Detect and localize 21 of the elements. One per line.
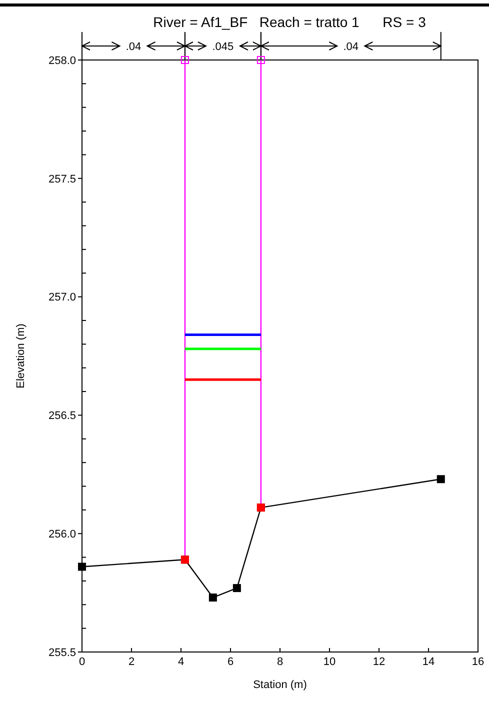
x-tick-label: 10 [323,656,336,668]
x-tick-label: 6 [227,656,234,668]
y-tick-label: 258.0 [48,54,76,67]
x-tick-label: 4 [178,656,184,668]
text: .04 [343,41,359,53]
y-tick-label: 256.0 [48,528,76,540]
y-tick-label: 257.0 [48,292,76,304]
text: .04 [126,41,142,53]
x-tick-label: 8 [276,656,284,668]
y-tick-label: 256.5 [48,410,76,422]
x-tick-label: 14 [422,656,435,668]
y-tick-label: 257.5 [48,173,76,186]
x-axis-title: Station (m) [253,679,307,691]
x-tick-label: 2 [128,656,135,668]
y-tick-label: 255.5 [48,646,76,659]
chart-title: River = Af1_BF Reach = tratto 1 RS = 3 [153,14,426,30]
x-tick-label: 0 [78,656,86,668]
x-tick-label: 16 [472,656,484,668]
text: .045 [212,41,234,53]
y-axis-title: Elevation (m) [15,324,27,388]
x-tick-label: 12 [372,656,386,668]
